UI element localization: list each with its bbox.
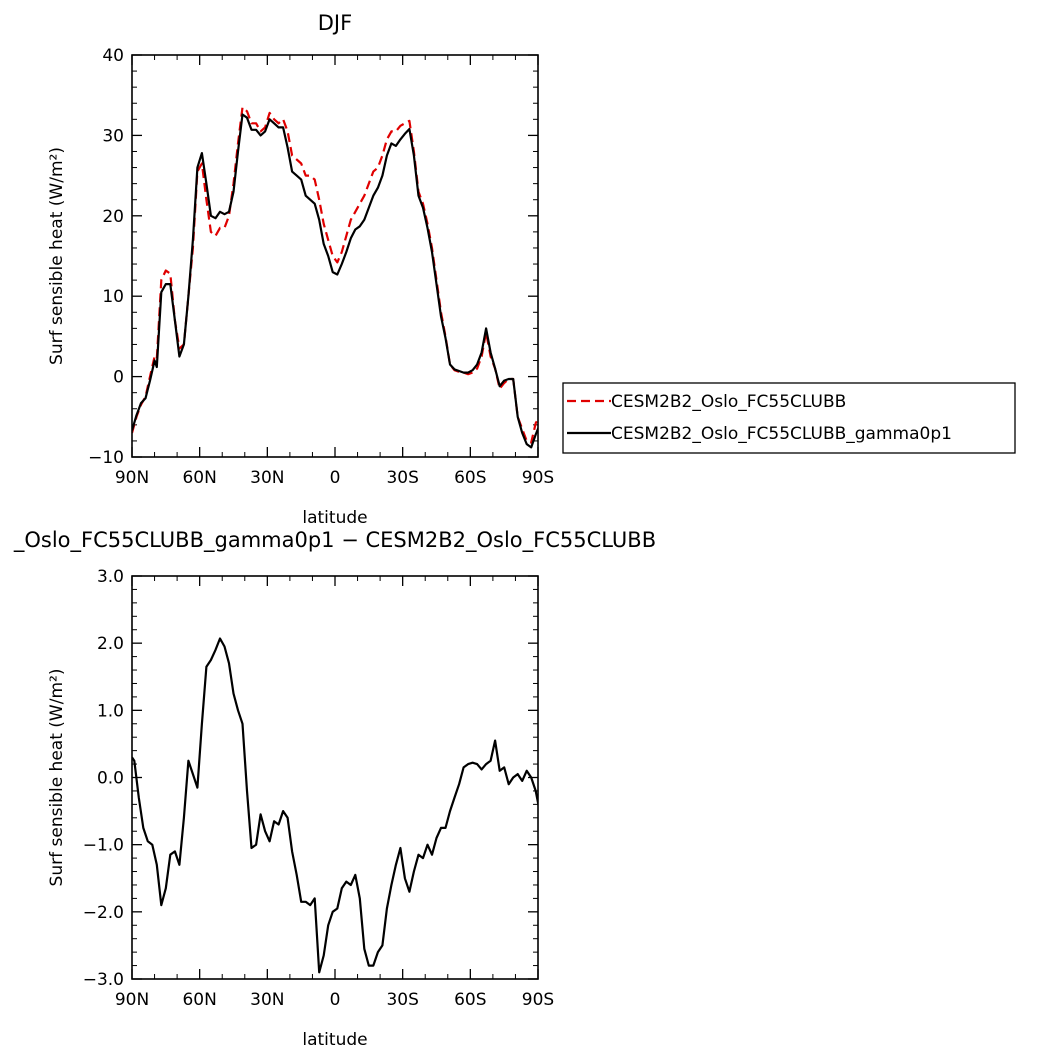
- y-tick-label: 10: [102, 287, 124, 307]
- legend-box: [562, 382, 1016, 454]
- x-tick-label: 60S: [454, 468, 486, 488]
- legend-label-1: CESM2B2_Oslo_FC55CLUBB_gamma0p1: [611, 424, 952, 444]
- series-line-0: [132, 637, 538, 974]
- x-tick-label: 30S: [386, 990, 418, 1010]
- plot-frame: [131, 54, 539, 458]
- y-tick-label: 1.0: [97, 701, 124, 721]
- chart-title: DJF: [318, 11, 352, 35]
- x-tick-label: 60N: [182, 468, 216, 488]
- y-tick-label: 0: [113, 368, 124, 388]
- x-tick-label: 30S: [386, 468, 418, 488]
- y-tick-label: −10: [88, 448, 124, 468]
- y-tick-label: 20: [102, 207, 124, 227]
- y-tick-label: 40: [102, 46, 124, 66]
- legend: CESM2B2_Oslo_FC55CLUBB CESM2B2_Oslo_FC55C…: [562, 382, 1016, 454]
- series-line-1: [132, 113, 538, 449]
- y-tick-label: 2.0: [97, 634, 124, 654]
- y-tick-label: 3.0: [97, 567, 124, 587]
- x-tick-label: 90S: [522, 990, 554, 1010]
- y-tick-label: 30: [102, 126, 124, 146]
- y-tick-label: 0.0: [97, 769, 124, 789]
- y-tick-label: −2.0: [83, 903, 124, 923]
- legend-label-0: CESM2B2_Oslo_FC55CLUBB: [611, 392, 846, 412]
- panel-bottom-difference: _Oslo_FC55CLUBB_gamma0p1 − CESM2B2_Oslo_…: [13, 528, 656, 1050]
- chart-title: _Oslo_FC55CLUBB_gamma0p1 − CESM2B2_Oslo_…: [13, 528, 656, 553]
- x-tick-label: 90N: [115, 468, 149, 488]
- x-tick-label: 0: [330, 990, 341, 1010]
- x-axis-label: latitude: [302, 1030, 367, 1050]
- x-axis-label: latitude: [302, 508, 367, 528]
- y-axis-label: Surf sensible heat (W/m²): [47, 669, 67, 887]
- x-tick-label: 90S: [522, 468, 554, 488]
- x-tick-label: 30N: [250, 990, 284, 1010]
- panel-top-djf: DJF 90N 60N 30N 0 30S 60S 90S −10 0 10 20 30 40 latitu…: [47, 11, 1016, 528]
- x-tick-label: 0: [330, 468, 341, 488]
- x-tick-label: 60N: [182, 990, 216, 1010]
- x-tick-label: 90N: [115, 990, 149, 1010]
- plot-frame: [131, 575, 539, 980]
- y-tick-label: −3.0: [83, 970, 124, 990]
- x-tick-label: 60S: [454, 990, 486, 1010]
- x-tick-label: 30N: [250, 468, 284, 488]
- y-axis-label: Surf sensible heat (W/m²): [47, 147, 67, 365]
- y-tick-label: −1.0: [83, 836, 124, 856]
